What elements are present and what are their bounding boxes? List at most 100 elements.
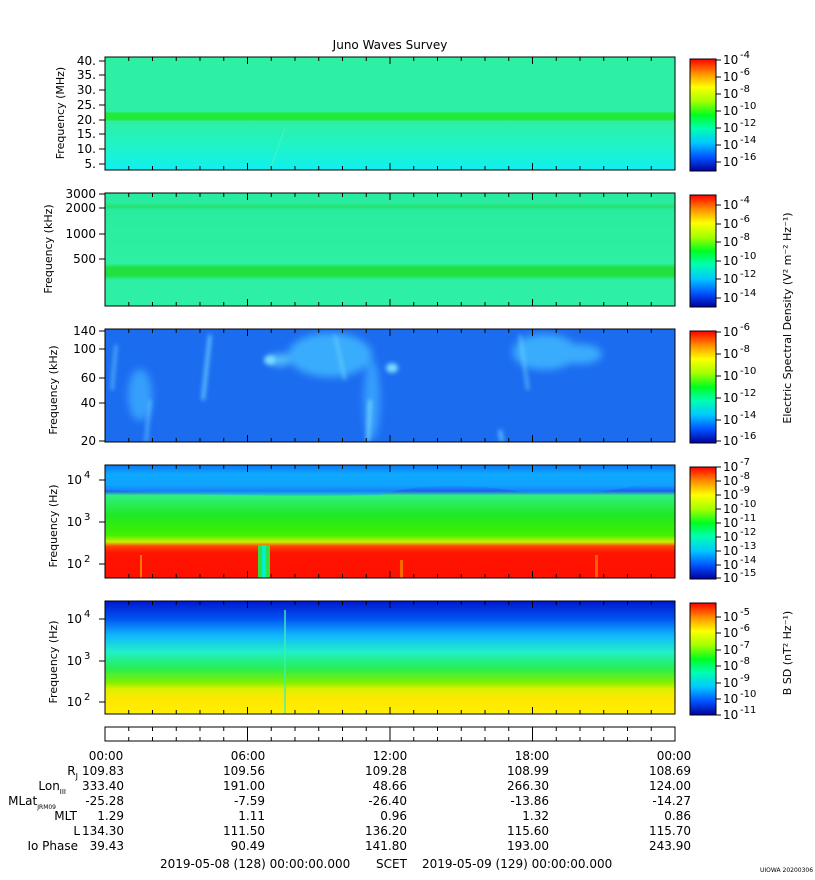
svg-text:10: 10 bbox=[723, 235, 738, 249]
y-tick-label: 140 bbox=[73, 324, 96, 338]
panel-1-faint-streak bbox=[269, 127, 286, 171]
y-tick-label: 500 bbox=[73, 252, 96, 266]
colorbar-tick-exponent: -8 bbox=[740, 471, 750, 482]
colorbar-tick-exponent: -14 bbox=[740, 410, 756, 421]
panel-1-colorbar-ticks: 10 -4 10 -6 10 -8 10 -10 10 -12 10 -14 10 -16 bbox=[716, 50, 756, 169]
panel-1-x-ticks bbox=[104, 57, 676, 170]
svg-text:10: 10 bbox=[723, 434, 738, 448]
svg-text:10: 10 bbox=[723, 254, 738, 268]
svg-text:10: 10 bbox=[723, 659, 738, 673]
panel-1-colorbar bbox=[689, 58, 717, 172]
row-value: 141.80 bbox=[365, 839, 407, 853]
y-tick-label: 3000 bbox=[65, 187, 96, 201]
time-axis-ticks bbox=[104, 727, 676, 741]
ephemeris-row-io-phase: Io Phase 39.43 90.49 141.80 193.00 243.9… bbox=[27, 839, 691, 853]
row-value: -7.59 bbox=[234, 794, 265, 808]
svg-text:10: 10 bbox=[723, 610, 738, 624]
colorbar-tick-exponent: -11 bbox=[740, 705, 756, 716]
ephemeris-row-mlat: MLatJRM09 -25.28 -7.59 -26.40 -13.86 -14… bbox=[8, 794, 691, 811]
colorbar-tick-exponent: -6 bbox=[740, 322, 750, 333]
colorbar-tick-exponent: -7 bbox=[740, 457, 750, 468]
panel-1-y-ticks: 5. 10. 15. 20. 25. 30. 35. 40. bbox=[77, 54, 105, 171]
panel-1-spectrogram bbox=[105, 57, 675, 170]
row-value: 191.00 bbox=[223, 779, 265, 793]
row-value: -25.28 bbox=[85, 794, 124, 808]
panel-3-colorbar-ticks: 10 -6 10 -8 10 -10 10 -12 10 -14 10 -16 bbox=[716, 322, 756, 448]
colorbar-tick-exponent: -12 bbox=[740, 118, 756, 129]
row-value: 108.69 bbox=[649, 764, 691, 778]
svg-text:MLatJRM09: MLatJRM09 bbox=[8, 794, 56, 811]
svg-text:10: 10 bbox=[723, 70, 738, 84]
svg-text:10: 10 bbox=[723, 708, 738, 722]
panel-4-colorbar bbox=[689, 466, 717, 580]
panel-4-y-ticks: 10 2 10 3 10 4 bbox=[67, 470, 105, 571]
panel-1-y-label: Frequency (MHz) bbox=[54, 67, 67, 159]
colorbar-tick-exponent: -4 bbox=[740, 195, 750, 206]
row-label: Io Phase bbox=[27, 839, 78, 853]
svg-text:10: 10 bbox=[723, 460, 738, 474]
time-tick-label: 00:00 bbox=[657, 749, 692, 763]
row-label: R bbox=[67, 764, 75, 778]
row-label-sub: J bbox=[75, 772, 78, 781]
svg-text:10: 10 bbox=[723, 155, 738, 169]
y-tick-label: 5. bbox=[85, 157, 96, 171]
row-value: 90.49 bbox=[231, 839, 265, 853]
panel-4-colorbar-ticks: 10 -7 10 -8 10 -9 10 -10 10 -11 10 -12 10 -13 1… bbox=[716, 457, 756, 585]
time-axis: 00:00 06:00 12:00 18:00 00:00 RJ 109.83 … bbox=[8, 726, 813, 874]
y-tick-base: 10 bbox=[67, 612, 82, 626]
credit-stamp: UIOWA 20200306 bbox=[760, 867, 813, 874]
panel-5-spectrogram bbox=[105, 601, 675, 714]
svg-text:10: 10 bbox=[723, 488, 738, 502]
row-value: 39.43 bbox=[90, 839, 124, 853]
y-tick-base: 10 bbox=[67, 654, 82, 668]
panel-3-emission-features bbox=[111, 333, 602, 442]
row-value: 243.90 bbox=[649, 839, 691, 853]
row-value: 1.32 bbox=[522, 809, 549, 823]
row-label-sub: JRM09 bbox=[36, 804, 56, 811]
panel-3-lfr-high: 20 40 60 100 140 Frequency (kHz) 10 -6 10… bbox=[47, 322, 756, 448]
svg-text:10: 10 bbox=[723, 104, 738, 118]
svg-text:10: 10 bbox=[723, 391, 738, 405]
svg-text:LonIII: LonIII bbox=[38, 779, 66, 796]
row-value: 115.60 bbox=[507, 824, 549, 838]
colorbar-tick-exponent: -10 bbox=[740, 366, 756, 377]
figure-title: Juno Waves Survey bbox=[332, 38, 448, 52]
row-label: MLat bbox=[8, 794, 37, 808]
row-value: 193.00 bbox=[507, 839, 549, 853]
panel-2-x-ticks bbox=[104, 193, 676, 306]
y-tick-exponent: 3 bbox=[84, 651, 90, 662]
svg-text:10: 10 bbox=[723, 474, 738, 488]
colorbar-tick-exponent: -14 bbox=[740, 135, 756, 146]
svg-text:10: 10 bbox=[723, 198, 738, 212]
svg-text:RJ: RJ bbox=[67, 764, 78, 781]
svg-text:10: 10 bbox=[723, 544, 738, 558]
y-tick-base: 10 bbox=[67, 695, 82, 709]
panel-2-hfr-low: 500 1000 2000 3000 Frequency (kHz) 10 -4 … bbox=[42, 187, 794, 424]
row-value: 124.00 bbox=[649, 779, 691, 793]
panel-4-x-ticks bbox=[104, 465, 676, 578]
colorbar-tick-exponent: -5 bbox=[740, 607, 750, 618]
colorbar-tick-exponent: -8 bbox=[740, 656, 750, 667]
row-value: 136.20 bbox=[365, 824, 407, 838]
svg-text:10: 10 bbox=[723, 530, 738, 544]
row-value: 109.56 bbox=[223, 764, 265, 778]
colorbar-tick-exponent: -12 bbox=[740, 388, 756, 399]
row-value: 48.66 bbox=[373, 779, 407, 793]
y-tick-label: 15. bbox=[77, 127, 96, 141]
svg-text:10: 10 bbox=[723, 369, 738, 383]
panel-4-features bbox=[105, 465, 675, 578]
colorbar-tick-exponent: -15 bbox=[740, 568, 756, 579]
svg-text:10: 10 bbox=[723, 217, 738, 231]
colorbar-tick-exponent: -8 bbox=[740, 344, 750, 355]
y-tick-label: 1000 bbox=[65, 227, 96, 241]
y-tick-exponent: 2 bbox=[84, 554, 90, 565]
colorbar-tick-exponent: -4 bbox=[740, 50, 750, 61]
svg-text:10: 10 bbox=[723, 291, 738, 305]
colorbar-tick-exponent: -9 bbox=[740, 673, 750, 684]
svg-text:10: 10 bbox=[723, 53, 738, 67]
row-value: 115.70 bbox=[649, 824, 691, 838]
svg-text:10: 10 bbox=[723, 325, 738, 339]
colorbar-tick-exponent: -10 bbox=[740, 251, 756, 262]
row-value: 0.96 bbox=[380, 809, 407, 823]
row-value: 266.30 bbox=[507, 779, 549, 793]
